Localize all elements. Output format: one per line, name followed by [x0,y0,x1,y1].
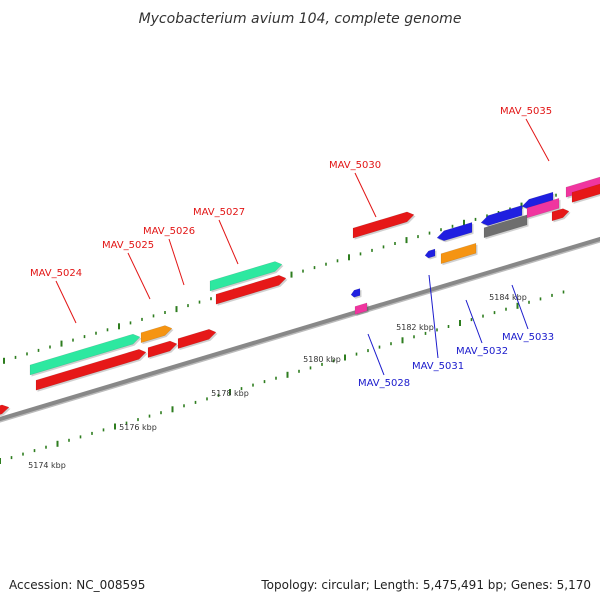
feature-19 [551,208,570,222]
gene-label: MAV_5033 [502,332,554,343]
gene-label: MAV_5031 [412,361,464,372]
feature-21 [571,183,600,203]
gene-label-leader [55,280,77,324]
scale-label: 5176 kbp [119,423,157,432]
scale-labels: 5174 kbp 5176 kbp 5178 kbp 5180 kbp 5182 kbp… [28,293,527,470]
feature-8 [215,275,287,305]
feature-7 [209,261,283,292]
feature-14 [440,242,477,265]
gene-label: MAV_5025 [102,240,154,251]
gene-label-leader [354,172,377,218]
gene-labels: MAV_5024 MAV_5025 MAV_5026 MAV_5027 MAV_5030… [30,106,554,389]
feature-4 [140,325,173,344]
feature-9 [352,211,415,239]
genome-title: Mycobacterium avium 104, complete genome [139,11,462,27]
gene-label-leader [428,274,439,359]
gene-label-leader [218,219,239,265]
gene-label-leader [465,299,483,344]
gene-label: MAV_5030 [329,160,381,171]
gene-label: MAV_5032 [456,346,508,357]
scale-label: 5174 kbp [28,461,66,470]
gene-label: MAV_5024 [30,268,82,279]
gene-label-leader [367,333,385,376]
feature-5 [147,340,178,358]
gene-label: MAV_5027 [193,207,245,218]
accession-text: Accession: NC_008595 [9,578,146,592]
feature-16 [483,214,528,239]
backbone-line [0,236,600,422]
feature-15 [480,205,523,226]
gene-label-leader [511,284,529,330]
feature-6 [177,329,217,349]
feature-18 [526,197,560,219]
scale-label: 5178 kbp [211,389,249,398]
scale-label: 5180 kbp [303,355,341,364]
genome-backbone [0,236,600,423]
feature-3 [35,349,147,391]
gene-label-leader [168,238,185,286]
gene-label: MAV_5026 [143,226,195,237]
gene-label-leader [525,118,550,162]
scale-label: 5182 kbp [396,323,434,332]
gene-features [0,176,600,417]
feature-11 [354,302,368,315]
feature-2 [29,333,141,376]
feature-1 [0,404,10,415]
feature-10 [350,288,361,298]
feature-12 [424,248,436,259]
genome-summary-text: Topology: circular; Length: 5,475,491 bp… [261,578,591,592]
gene-label: MAV_5028 [358,378,410,389]
feature-13 [436,222,473,242]
scale-label: 5184 kbp [489,293,527,302]
gene-label-leader [127,252,151,300]
gene-label: MAV_5035 [500,106,552,117]
